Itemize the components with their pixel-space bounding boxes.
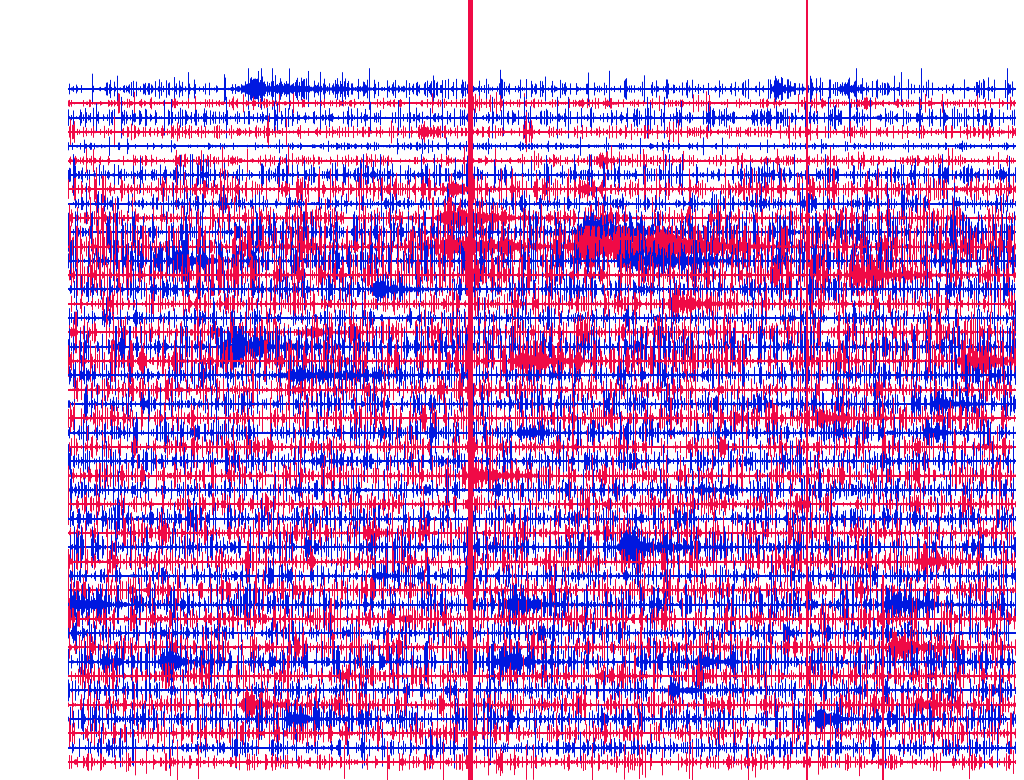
seismogram-plot[interactable] bbox=[0, 0, 1024, 780]
helicorder-page: HL Samos Applied filter: WWSSN-SP 2022-0… bbox=[0, 0, 1024, 780]
